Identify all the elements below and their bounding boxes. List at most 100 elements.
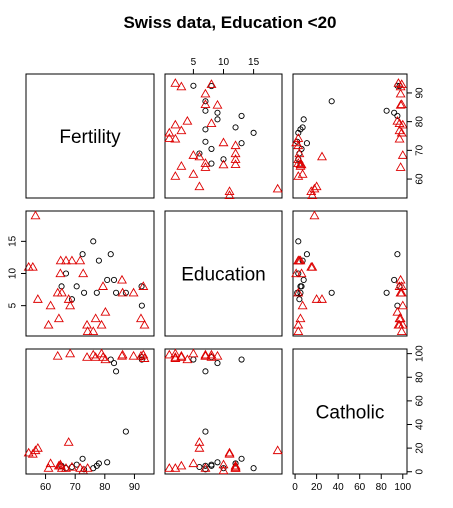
variable-label-catholic: Catholic [316,403,385,424]
group_a-point-7-panel-1-2 [297,289,304,296]
group_b-point-23-panel-1-0 [128,287,139,297]
group_b-point-1-panel-2-1 [212,350,223,360]
group_a-point-10-panel-1-2 [328,289,335,296]
group_b-point-15-panel-1-0 [32,294,43,303]
group_a-point-13-panel-0-2 [300,116,307,123]
group_a-point-3-panel-1-0 [138,283,145,290]
group_b-point-11-panel-2-1 [230,460,241,470]
group_a-point-13-panel-1-0 [104,276,111,283]
group_b-point-13-panel-2-0 [55,459,66,469]
group_b-point-22-panel-1-0 [138,281,149,290]
group_a-point-10-panel-2-1 [202,428,209,435]
group_b-point-19-panel-2-1 [194,437,205,446]
group_a-point-9-panel-1-0 [107,251,114,258]
group_b-point-15-panel-1-2 [311,294,322,303]
group_b-point-25-panel-2-1 [188,348,199,358]
group_b-point-27-panel-2-0 [100,354,111,364]
group_a-point-2-panel-1-2 [383,289,390,296]
group_b-point-0-panel-1-0 [117,287,128,297]
group_b-point-18-panel-2-1 [164,463,175,472]
bottom_col1-tick-label-80: 80 [99,482,111,493]
group_b-point-28-panel-0-2 [393,78,404,87]
group_a-point-10-panel-0-2 [328,98,335,105]
group_a-point-5-panel-1-0 [79,251,86,258]
panel-2-0 [25,348,155,475]
chart-title: Swiss data, Education <20 [123,13,336,32]
panel-0-1 [164,73,283,199]
group_b-point-24-panel-0-1 [170,119,181,129]
group_b-point-17-panel-0-1 [176,161,187,170]
group_b-point-27-panel-2-1 [182,354,193,364]
group_b-point-7-panel-0-1 [188,169,199,178]
group_a-point-5-panel-0-2 [303,140,310,147]
group_a-point-12-panel-2-1 [208,462,215,469]
group_b-point-14-panel-2-0 [30,445,41,455]
group_b-point-3-panel-0-2 [396,127,407,137]
group_a-point-14-panel-1-2 [295,270,302,277]
group_b-point-6-panel-0-2 [294,148,305,158]
left_row2-tick-label-15: 15 [8,235,19,247]
group_a-point-12-panel-1-2 [297,283,304,290]
group_b-point-8-panel-2-1 [230,463,241,472]
group_b-point-3-panel-0-1 [164,127,175,137]
group_b-point-0-panel-2-0 [117,349,128,359]
group_b-point-1-panel-1-0 [117,274,127,284]
group_b-point-12-panel-1-2 [293,287,304,297]
group_b-point-20-panel-2-1 [206,352,217,361]
group_a-point-3-panel-0-1 [208,83,215,90]
group_b-point-9-panel-0-2 [306,186,317,195]
group_a-point-0-panel-0-1 [190,82,197,89]
group_b-point-12-panel-0-1 [200,158,211,167]
right_row1-tick-label-90: 90 [415,87,426,99]
group_b-point-28-panel-2-1 [170,353,181,362]
group_b-point-8-panel-1-0 [75,255,86,265]
right_row3-tick-label-100: 100 [415,345,426,362]
group_b-point-20-panel-1-0 [98,281,109,290]
group_b-point-25-panel-2-0 [65,348,76,358]
panel-1-0 [25,210,155,337]
group_b-point-7-panel-0-2 [297,169,308,178]
group_a-point-7-panel-0-1 [202,126,209,133]
group_b-point-16-panel-1-0 [78,268,89,278]
group_b-point-26-panel-2-0 [82,352,93,361]
group_b-point-14-panel-0-2 [309,183,320,193]
group_b-point-25-panel-0-1 [188,150,199,159]
group_b-point-29-panel-0-1 [170,171,181,180]
group_b-point-17-panel-2-0 [53,460,64,470]
group_a-point-4-panel-2-0 [73,461,80,468]
group_b-point-29-panel-1-0 [43,319,54,329]
group_b-point-9-panel-0-1 [224,186,235,195]
group_a-point-0-panel-2-1 [190,356,197,363]
group_b-point-2-panel-0-1 [176,125,187,135]
group_a-point-1-panel-2-1 [250,465,257,472]
group_a-point-9-panel-1-2 [394,251,401,258]
group_b-point-8-panel-0-1 [230,140,241,150]
group_a-point-13-panel-2-1 [214,459,221,466]
panel-0-2 [292,73,408,199]
bottom_col1-tick-label-90: 90 [129,482,141,493]
group_b-point-19-panel-1-2 [317,294,327,303]
group_b-point-27-panel-1-2 [392,306,403,316]
group_a-point-5-panel-2-1 [238,455,245,462]
group_b-point-19-panel-0-1 [194,151,205,161]
group_b-point-19-panel-1-0 [63,294,74,303]
group_b-point-5-panel-1-0 [61,255,71,265]
group_a-point-5-panel-0-1 [238,140,245,147]
group_b-point-28-panel-0-1 [170,78,181,87]
group_b-point-21-panel-2-0 [135,350,146,360]
group_b-point-22-panel-0-1 [206,79,217,88]
group_b-point-13-panel-0-1 [218,159,229,169]
group_b-point-9-panel-2-1 [224,448,235,458]
group_b-point-29-panel-1-2 [293,319,304,329]
group_b-point-23-panel-2-0 [128,350,139,360]
group_a-point-14-panel-0-1 [220,156,227,163]
group_b-point-6-panel-2-1 [230,461,241,471]
bottom_col3-tick-label-40: 40 [333,482,345,493]
group_b-point-11-panel-1-0 [55,255,66,265]
group_b-point-2-panel-0-2 [394,125,405,135]
group_a-point-8-panel-2-0 [95,460,102,467]
group_b-point-27-panel-0-1 [182,115,193,125]
right_row3-tick-label-60: 60 [415,395,426,407]
group_b-point-3-panel-2-0 [88,349,99,359]
group_b-point-3-panel-1-0 [88,326,99,335]
